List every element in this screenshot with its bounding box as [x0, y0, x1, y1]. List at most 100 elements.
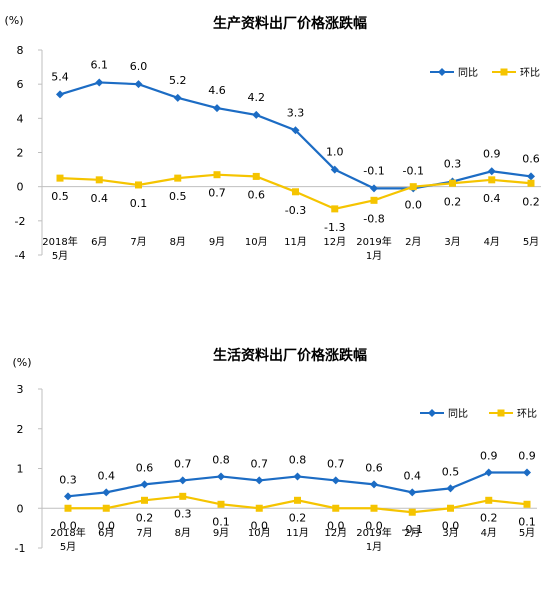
- data-label-yoy: 0.9: [518, 449, 536, 462]
- data-point-mom: [56, 174, 64, 182]
- data-label-mom: 0.3: [174, 507, 192, 520]
- x-tick-label: 11月: [284, 236, 307, 248]
- data-label-mom: 0.2: [444, 195, 462, 208]
- data-point-mom: [331, 205, 339, 213]
- data-label-mom: -0.8: [363, 212, 384, 225]
- data-point-yoy: [56, 90, 64, 99]
- data-point-yoy: [293, 472, 302, 481]
- data-label-yoy: -0.1: [363, 164, 384, 177]
- data-label-yoy: 5.2: [169, 74, 187, 87]
- legend-label-mom: 环比: [517, 408, 537, 420]
- data-label-mom: -0.3: [285, 204, 306, 217]
- data-label-mom: 0.0: [98, 519, 116, 532]
- data-point-yoy: [64, 492, 72, 501]
- data-point-mom: [408, 508, 416, 516]
- x-tick-label: 10月: [248, 527, 271, 539]
- x-tick-label: 6月: [91, 236, 107, 248]
- data-label-yoy: 0.8: [212, 453, 230, 466]
- data-label-mom: 0.0: [405, 199, 423, 212]
- data-point-mom: [255, 504, 263, 512]
- data-point-mom: [370, 504, 378, 512]
- y-tick-label: 0: [17, 502, 24, 515]
- x-tick-label: 5月: [60, 541, 76, 553]
- chart-title: 生产资料出厂价格涨跌幅: [213, 15, 367, 32]
- y-tick-label: 3: [17, 383, 24, 396]
- y-tick-label: 0: [17, 181, 24, 194]
- x-tick-label: 2019年: [356, 235, 391, 248]
- x-tick-label: 2018年: [42, 235, 77, 248]
- data-point-mom: [217, 500, 225, 508]
- y-tick-label: 4: [17, 112, 24, 125]
- x-tick-label: 2月: [405, 236, 421, 248]
- data-point-mom: [135, 181, 142, 189]
- data-point-yoy: [213, 104, 221, 113]
- data-label-mom: 0.2: [289, 511, 307, 524]
- data-point-mom: [527, 179, 535, 187]
- data-point-yoy: [291, 126, 300, 135]
- data-point-mom: [447, 504, 454, 512]
- data-point-mom: [488, 176, 496, 184]
- data-point-mom: [179, 492, 187, 500]
- legend-marker-yoy: [438, 68, 446, 76]
- y-axis-unit: (%): [12, 356, 31, 369]
- x-tick-label: 12月: [324, 527, 347, 539]
- x-tick-label: 2019年: [356, 526, 391, 539]
- data-label-mom: 0.4: [91, 192, 109, 205]
- data-point-mom: [292, 188, 299, 196]
- data-point-yoy: [173, 93, 182, 102]
- x-tick-label: 3月: [442, 527, 458, 539]
- data-label-yoy: 1.0: [326, 146, 344, 159]
- x-tick-label: 4月: [481, 527, 497, 539]
- data-label-mom: 0.1: [518, 515, 536, 528]
- data-label-yoy: 0.9: [480, 449, 498, 462]
- data-label-mom: 0.5: [169, 190, 187, 203]
- legend-marker-mom: [497, 409, 505, 417]
- data-label-mom: 0.0: [59, 519, 77, 532]
- x-tick-label: 2018年: [50, 526, 85, 539]
- series-line-0: [59, 81, 532, 190]
- data-label-yoy: 0.6: [136, 461, 154, 474]
- x-tick-label: 6月: [98, 527, 114, 539]
- data-label-yoy: 6.0: [130, 60, 148, 73]
- y-tick-label: 8: [17, 44, 24, 57]
- data-label-yoy: 4.6: [208, 84, 226, 97]
- x-tick-label: 12月: [323, 236, 346, 248]
- data-label-mom: -0.1: [402, 523, 423, 536]
- y-tick-label: 1: [17, 463, 24, 476]
- data-point-yoy: [527, 172, 535, 181]
- data-point-mom: [213, 171, 221, 179]
- data-point-mom: [409, 183, 417, 191]
- data-point-mom: [370, 196, 378, 204]
- chart-consumer-goods: 生活资料出厂价格涨跌幅 (%) 3 2 1 0 -1 2018年 5月 6月 7月 8月 9月 10月 11…: [12, 347, 537, 555]
- data-label-yoy: 0.8: [289, 453, 307, 466]
- data-point-mom: [64, 504, 72, 512]
- y-tick-label: 2: [17, 147, 24, 160]
- data-label-mom: 0.2: [136, 511, 154, 524]
- data-label-yoy: 0.3: [59, 473, 77, 486]
- data-point-mom: [294, 496, 301, 504]
- data-label-yoy: 0.7: [327, 457, 345, 470]
- y-tick-label: 6: [17, 78, 24, 91]
- x-tick-label: 8月: [170, 236, 186, 248]
- data-label-mom: 0.4: [483, 192, 501, 205]
- data-label-yoy: 0.3: [444, 158, 462, 171]
- y-tick-label: -1: [15, 542, 26, 555]
- data-point-yoy: [252, 110, 261, 119]
- x-tick-label: 9月: [213, 527, 229, 539]
- data-point-yoy: [95, 78, 104, 87]
- data-point-mom: [102, 504, 110, 512]
- data-point-yoy: [217, 472, 225, 481]
- data-label-mom: 0.1: [212, 515, 230, 528]
- data-point-mom: [332, 504, 340, 512]
- data-label-yoy: 0.7: [174, 457, 192, 470]
- data-label-yoy: 0.5: [442, 465, 460, 478]
- legend-marker-yoy: [428, 409, 436, 417]
- data-label-yoy: 0.4: [404, 469, 422, 482]
- data-point-yoy: [255, 476, 264, 485]
- data-point-mom: [485, 496, 493, 504]
- data-label-yoy: 3.3: [287, 106, 305, 119]
- x-tick-label: 2月: [404, 527, 420, 539]
- data-label-mom: 0.1: [130, 197, 148, 210]
- data-point-yoy: [102, 488, 111, 497]
- data-label-yoy: 0.4: [98, 469, 116, 482]
